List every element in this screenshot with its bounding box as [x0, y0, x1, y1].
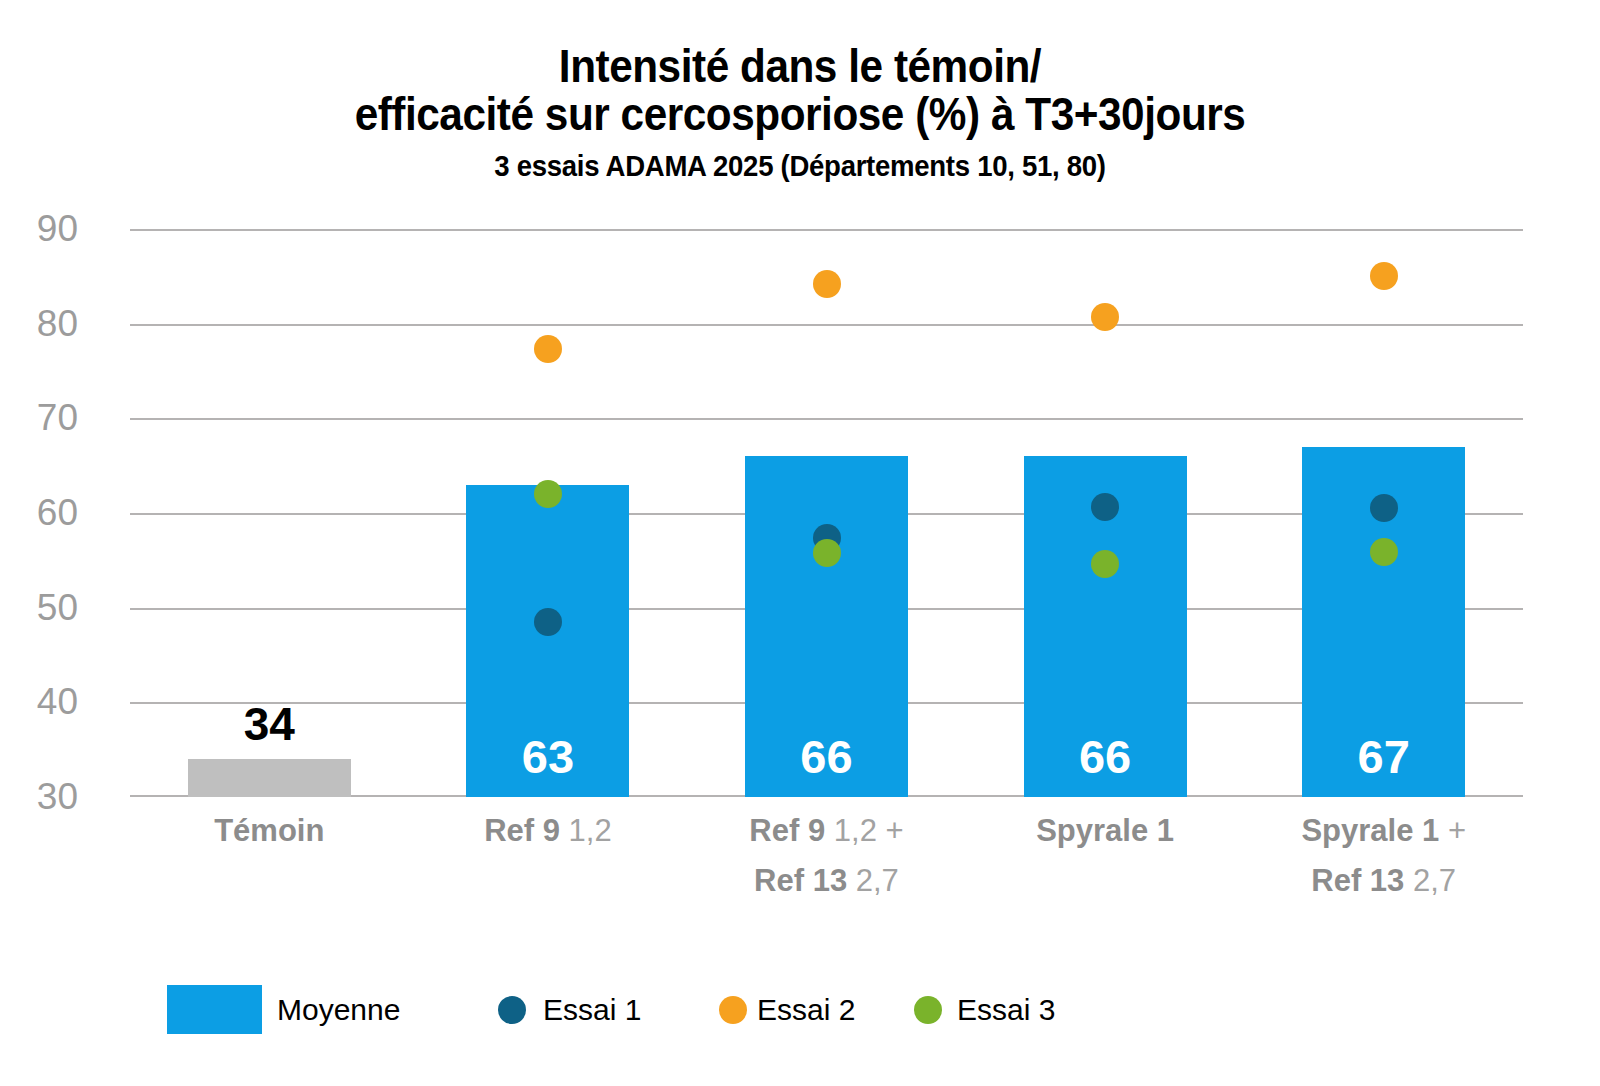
x-category-label-segment: 2,7	[847, 863, 899, 898]
gridline-80	[130, 324, 1523, 326]
bar-value-label-spyrale1-ref13: 67	[1302, 733, 1465, 780]
y-tick-label-60: 60	[0, 492, 78, 534]
legend-label-0: Moyenne	[277, 990, 400, 1030]
x-category-label-spyrale1: Spyrale 1	[966, 808, 1245, 858]
x-category-label-line: Ref 13 2,7	[687, 858, 966, 908]
chart-subtitle: 3 essais ADAMA 2025 (Départements 10, 51…	[40, 150, 1560, 183]
x-category-label-segment: Ref 9	[749, 813, 825, 848]
legend-label-3: Essai 3	[957, 990, 1055, 1030]
y-tick-label-80: 80	[0, 303, 78, 345]
chart-title-line-1: Intensité dans le témoin/	[64, 42, 1536, 90]
point-essai-1-spyrale1-ref13	[1370, 494, 1398, 522]
point-essai-2-ref9	[534, 335, 562, 363]
y-tick-label-50: 50	[0, 587, 78, 629]
legend-label-1: Essai 1	[543, 990, 641, 1030]
point-essai-2-ref9-ref13	[813, 270, 841, 298]
legend-dot-essai-1	[498, 996, 526, 1024]
x-category-label-segment: 1,2	[560, 813, 612, 848]
x-category-label-segment: 1,2 +	[825, 813, 903, 848]
plot-area: 34 63 66 66 67	[130, 229, 1523, 797]
chart-header: Intensité dans le témoin/ efficacité sur…	[0, 42, 1600, 183]
point-essai-3-ref9	[534, 480, 562, 508]
legend-dot-essai-2	[719, 996, 747, 1024]
point-essai-3-ref9-ref13	[813, 539, 841, 567]
bar-value-label-temoin: 34	[188, 701, 351, 747]
point-essai-1-ref9	[534, 608, 562, 636]
bar-value-label-spyrale1: 66	[1024, 733, 1187, 780]
point-essai-2-spyrale1-ref13	[1370, 262, 1398, 290]
x-category-label-line: Ref 13 2,7	[1244, 858, 1523, 908]
x-category-label-line: Ref 9 1,2	[409, 808, 688, 858]
legend-dot-essai-3	[914, 996, 942, 1024]
x-category-label-segment: Ref 13	[754, 863, 847, 898]
x-category-label-segment: Spyrale 1	[1301, 813, 1439, 848]
x-category-label-segment: +	[1439, 813, 1466, 848]
y-tick-label-30: 30	[0, 776, 78, 818]
legend-swatch-moyenne	[167, 985, 262, 1034]
y-tick-label-40: 40	[0, 681, 78, 723]
legend-label-2: Essai 2	[757, 990, 855, 1030]
x-category-label-segment: Témoin	[214, 813, 324, 848]
x-category-label-segment: Spyrale 1	[1036, 813, 1174, 848]
point-essai-3-spyrale1-ref13	[1370, 538, 1398, 566]
x-category-label-line: Témoin	[130, 808, 409, 858]
x-category-label-line: Ref 9 1,2 +	[687, 808, 966, 858]
chart-page: Intensité dans le témoin/ efficacité sur…	[0, 0, 1600, 1086]
x-category-label-segment: Ref 9	[484, 813, 560, 848]
x-category-label-segment: 2,7	[1404, 863, 1456, 898]
gridline-90	[130, 229, 1523, 231]
y-tick-label-70: 70	[0, 397, 78, 439]
bar-value-label-ref9: 63	[466, 733, 629, 780]
x-category-label-line: Spyrale 1	[966, 808, 1245, 858]
bar-value-label-ref9-ref13: 66	[745, 733, 908, 780]
gridline-70	[130, 418, 1523, 420]
chart-title-line-2: efficacité sur cercosporiose (%) à T3+30…	[64, 90, 1536, 138]
y-tick-label-90: 90	[0, 208, 78, 250]
x-category-label-spyrale1-ref13: Spyrale 1 +Ref 13 2,7	[1244, 808, 1523, 908]
x-category-label-ref9-ref13: Ref 9 1,2 +Ref 13 2,7	[687, 808, 966, 908]
x-category-label-ref9: Ref 9 1,2	[409, 808, 688, 858]
bar-temoin	[188, 759, 351, 797]
x-category-label-segment: Ref 13	[1311, 863, 1404, 898]
point-essai-3-spyrale1	[1091, 550, 1119, 578]
x-category-label-line: Spyrale 1 +	[1244, 808, 1523, 858]
point-essai-2-spyrale1	[1091, 303, 1119, 331]
x-category-label-temoin: Témoin	[130, 808, 409, 858]
